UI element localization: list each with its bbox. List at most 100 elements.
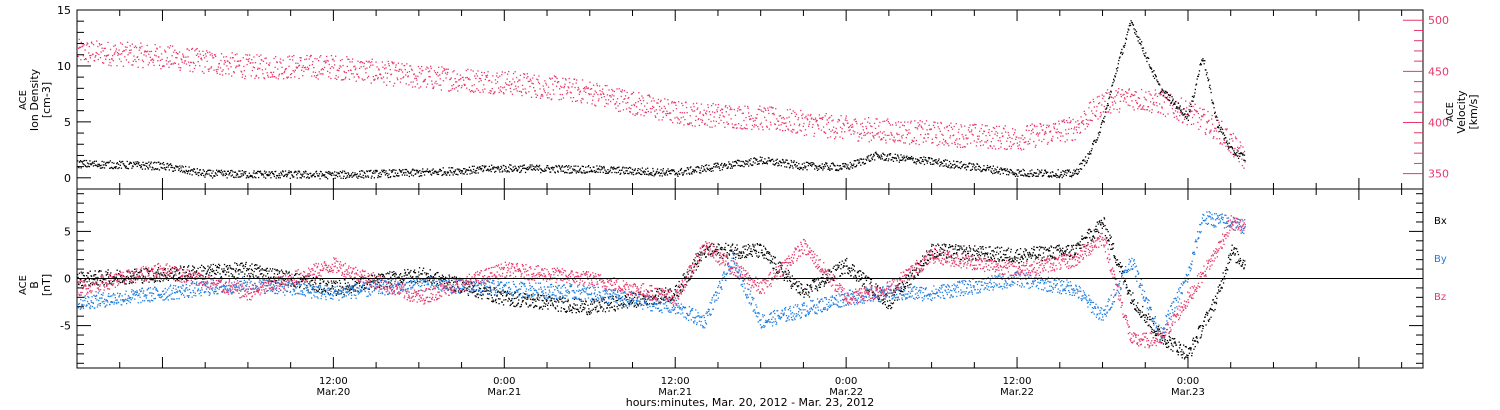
velocity-series-point: [1134, 94, 1136, 96]
velocity-series-point: [209, 51, 211, 53]
density-series-point: [446, 174, 448, 176]
velocity-series-point: [885, 142, 887, 144]
bx-series-point: [117, 279, 119, 281]
density-series-point: [203, 174, 205, 177]
velocity-series-point: [861, 137, 863, 139]
velocity-series-point: [1143, 105, 1145, 107]
density-series-point: [286, 174, 288, 176]
velocity-series-point: [396, 77, 398, 79]
velocity-series-point: [209, 54, 211, 56]
bx-series-point: [148, 281, 150, 283]
density-series-point: [1110, 91, 1112, 93]
bx-series-point: [192, 274, 195, 276]
velocity-series-point: [679, 122, 681, 125]
velocity-series-point: [617, 105, 619, 107]
velocity-series-point: [137, 66, 139, 68]
velocity-series-point: [932, 124, 935, 127]
density-series-point: [457, 174, 459, 176]
density-series-point: [880, 158, 882, 160]
density-series-point: [396, 175, 398, 177]
velocity-series-point: [546, 97, 549, 99]
velocity-series-point: [917, 122, 919, 124]
velocity-series-point: [998, 125, 1000, 128]
density-series-point: [519, 165, 521, 167]
density-series-point: [158, 161, 160, 163]
bx-series-point: [217, 266, 219, 269]
density-series-point: [843, 162, 845, 165]
bx-series-point: [142, 275, 144, 277]
density-series-point: [667, 168, 669, 170]
velocity-series-point: [125, 49, 127, 51]
velocity-series-point: [525, 91, 527, 93]
velocity-series-point: [542, 95, 544, 97]
velocity-series-point: [165, 60, 167, 62]
density-series-point: [1086, 161, 1088, 164]
velocity-series-point: [1040, 125, 1042, 128]
density-series-point: [308, 177, 311, 179]
density-series-point: [223, 173, 225, 175]
velocity-series-point: [879, 131, 881, 133]
velocity-series-point: [880, 138, 883, 140]
velocity-series-point: [536, 78, 538, 80]
density-series-point: [522, 164, 524, 167]
velocity-series-point: [277, 68, 279, 70]
velocity-series-point: [1008, 145, 1010, 147]
velocity-series-point: [1192, 105, 1194, 108]
velocity-series-point: [631, 93, 634, 95]
velocity-series-point: [1160, 93, 1162, 96]
density-series-point: [756, 158, 758, 161]
velocity-series-point: [425, 86, 428, 88]
density-series-point: [826, 165, 829, 167]
density-series-point: [1023, 175, 1025, 177]
velocity-series-point: [788, 116, 790, 118]
density-series-point: [352, 171, 354, 174]
density-series-point: [377, 175, 379, 177]
bx-series-point: [84, 280, 86, 282]
velocity-series-point: [386, 84, 388, 86]
velocity-series-point: [413, 73, 415, 75]
velocity-series-point: [908, 129, 910, 131]
bx-series-point: [413, 269, 416, 271]
bx-series-point: [408, 273, 410, 275]
bx-series-point: [175, 266, 177, 269]
velocity-series-point: [771, 107, 773, 109]
velocity-series-point: [233, 72, 235, 74]
bx-series-point: [320, 288, 323, 291]
velocity-series-point: [865, 127, 868, 130]
velocity-series-point: [441, 66, 443, 68]
density-series-point: [718, 167, 721, 169]
velocity-series-point: [1136, 102, 1138, 105]
velocity-series-point: [542, 85, 544, 87]
velocity-series-point: [458, 84, 460, 87]
density-series-point: [670, 173, 672, 175]
velocity-series-point: [135, 47, 138, 49]
density-series-point: [862, 161, 864, 163]
density-series-point: [380, 176, 382, 178]
velocity-series-point: [688, 123, 690, 125]
density-series-point: [1143, 53, 1145, 55]
density-series-point: [303, 176, 305, 178]
density-series-point: [894, 153, 896, 155]
velocity-series-point: [1087, 123, 1090, 125]
density-series-point: [911, 157, 913, 160]
velocity-series-point: [565, 93, 568, 95]
velocity-series-point: [1170, 93, 1172, 96]
density-series-point: [1150, 67, 1152, 69]
density-series-point: [538, 166, 540, 168]
density-series-point: [135, 161, 137, 163]
density-series-point: [371, 175, 373, 177]
density-series-point: [293, 176, 295, 178]
velocity-series-point: [240, 60, 242, 62]
velocity-series-point: [822, 116, 824, 119]
bx-series-point: [236, 264, 239, 266]
velocity-series-point: [938, 143, 940, 146]
density-series-point: [987, 167, 989, 169]
density-series-point: [1069, 175, 1071, 177]
velocity-series-point: [526, 77, 528, 79]
velocity-series-point: [366, 77, 369, 79]
bx-series-point: [342, 286, 344, 288]
density-series-point: [79, 161, 81, 163]
density-series-point: [809, 163, 811, 165]
velocity-series-point: [874, 134, 876, 136]
bx-series-point: [283, 280, 285, 282]
